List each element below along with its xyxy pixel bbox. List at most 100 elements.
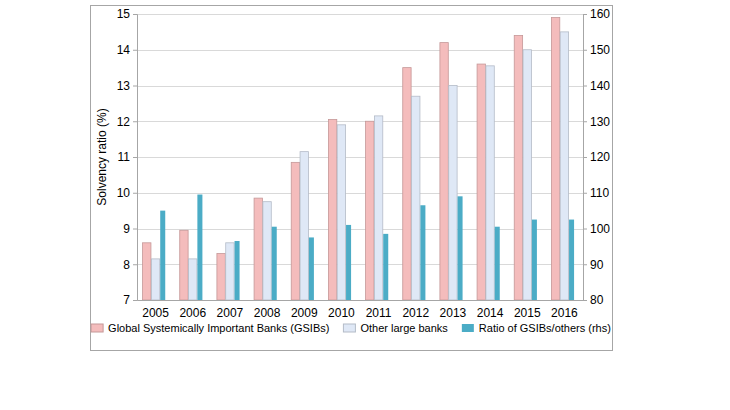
bar [477, 64, 485, 300]
tick: 2005 [142, 306, 169, 320]
grid-line [137, 14, 583, 15]
axis-line [133, 15, 138, 301]
tick-label: 90 [590, 258, 604, 272]
tick: 130 [583, 115, 610, 129]
bar [495, 227, 500, 300]
tick-label: 7 [123, 293, 130, 307]
y2-axis: 8090100110120130140150160 [583, 7, 610, 307]
bar [197, 195, 202, 300]
tick: 12 [117, 115, 137, 129]
tick-label: 15 [117, 7, 131, 21]
tick-label: 12 [117, 115, 131, 129]
legend-label: Other large banks [360, 322, 448, 334]
tick-label: 8 [123, 258, 130, 272]
grid [137, 15, 583, 301]
tick-mark [133, 14, 137, 15]
tick-mark [583, 300, 587, 301]
bar [560, 32, 568, 300]
tick-label: 2005 [142, 306, 169, 320]
tick-mark [583, 264, 587, 265]
tick-label: 2011 [366, 306, 392, 320]
tick-mark [133, 300, 137, 301]
legend-label: Global Systemically Important Banks (GSI… [108, 322, 329, 334]
tick-label: 160 [590, 7, 610, 21]
tick-mark [583, 121, 587, 122]
tick: 14 [117, 43, 137, 57]
bar [337, 125, 345, 300]
bar [346, 225, 351, 300]
tick-label: 2014 [477, 306, 504, 320]
tick-label: 2013 [440, 306, 467, 320]
tick-mark [583, 157, 587, 158]
bar [569, 220, 574, 300]
bar [300, 152, 308, 300]
tick: 2008 [254, 306, 281, 320]
bar [180, 230, 188, 300]
bar [532, 220, 537, 300]
tick-label: 140 [590, 79, 610, 93]
tick-label: 13 [117, 79, 131, 93]
tick: 100 [583, 222, 610, 236]
tick: 2006 [179, 306, 206, 320]
tick: 13 [117, 79, 137, 93]
tick-mark [133, 157, 137, 158]
tick-label: 2012 [402, 306, 429, 320]
tick-mark [583, 229, 587, 230]
tick: 10 [117, 186, 137, 200]
tick-label: 14 [117, 43, 131, 57]
bar [151, 259, 159, 300]
tick-mark [583, 14, 587, 15]
tick: 110 [583, 186, 609, 200]
axis-line [584, 15, 588, 301]
bar [226, 243, 234, 300]
tick: 8 [123, 258, 137, 272]
legend-label: Ratio of GSIBs/others (rhs) [479, 322, 611, 334]
bar-series [151, 32, 568, 300]
legend-swatch [343, 324, 355, 332]
tick: 7 [123, 293, 137, 307]
bar [366, 121, 374, 300]
bar [412, 96, 420, 300]
tick-mark [583, 50, 587, 51]
bar [440, 43, 448, 300]
tick-mark [133, 50, 137, 51]
x-axis: 2005200620072008200920102011201220132014… [138, 301, 584, 320]
bar [189, 259, 197, 300]
chart: 7891011121314158090100110120130140150160… [0, 0, 730, 410]
bar [291, 162, 299, 300]
bar [217, 254, 225, 300]
tick: 2012 [402, 306, 429, 320]
bar [449, 86, 457, 301]
tick-label: 150 [590, 43, 610, 57]
axis-line [138, 300, 584, 301]
bar [420, 205, 425, 300]
bar [486, 66, 494, 300]
tick: 2007 [217, 306, 244, 320]
legend-item: Ratio of GSIBs/others (rhs) [462, 322, 611, 334]
tick-mark [583, 86, 587, 87]
legend-swatch [91, 324, 103, 332]
bars [143, 18, 574, 300]
tick-label: 120 [590, 150, 610, 164]
tick: 2009 [291, 306, 318, 320]
tick: 11 [118, 150, 137, 164]
bar [514, 35, 522, 300]
bar [551, 18, 559, 300]
bar [263, 202, 271, 300]
tick-label: 11 [118, 150, 131, 164]
tick: 2014 [477, 306, 504, 320]
bar [272, 227, 277, 300]
bar [309, 237, 314, 300]
tick: 2011 [366, 306, 392, 320]
tick-label: 10 [117, 186, 131, 200]
bar-series [160, 195, 574, 300]
tick-label: 2007 [217, 306, 244, 320]
tick: 160 [583, 7, 610, 21]
tick-label: 130 [590, 115, 610, 129]
legend-item: Global Systemically Important Banks (GSI… [91, 322, 329, 334]
y-axis: 789101112131415 [117, 7, 138, 307]
bar [383, 234, 388, 300]
tick: 15 [117, 7, 137, 21]
tick-label: 100 [590, 222, 610, 236]
tick: 2015 [514, 306, 541, 320]
